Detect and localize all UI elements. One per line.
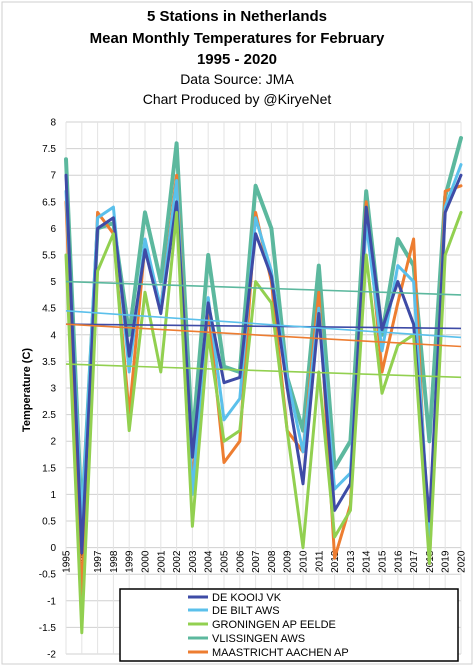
x-tick-label: 2011 bbox=[314, 550, 325, 572]
x-tick-label: 2005 bbox=[220, 550, 231, 573]
chart-subtitle-producer: Chart Produced by @KiryeNet bbox=[143, 91, 332, 107]
y-tick-label: 4 bbox=[50, 330, 56, 341]
x-tick-label: 2009 bbox=[283, 550, 294, 573]
x-tick-label: 2008 bbox=[267, 550, 278, 573]
legend-label-groningen: GRONINGEN AP EELDE bbox=[212, 619, 336, 631]
chart-title-line-2: Mean Monthly Temperatures for February bbox=[90, 30, 385, 47]
y-tick-label: 6 bbox=[50, 224, 56, 235]
legend-label-de-kooij: DE KOOIJ VK bbox=[212, 592, 282, 604]
series-layer bbox=[64, 136, 463, 635]
trendline bbox=[65, 323, 462, 348]
x-tick-label: 2013 bbox=[346, 550, 357, 573]
x-tick-label: 2006 bbox=[235, 550, 246, 573]
legend-label-de-bilt: DE BILT AWS bbox=[212, 605, 280, 617]
y-tick-label: 6.5 bbox=[42, 197, 56, 208]
y-axis-label: Temperature (C) bbox=[21, 348, 33, 432]
series-line-de-kooij-vk bbox=[64, 173, 463, 555]
x-tick-label: 2007 bbox=[251, 550, 262, 573]
y-tick-label: 3 bbox=[50, 384, 56, 395]
y-tick-label: -1 bbox=[47, 596, 56, 607]
x-tick-label: 1999 bbox=[125, 550, 136, 573]
x-tick-label: 2017 bbox=[409, 550, 420, 573]
legend-box bbox=[119, 588, 459, 662]
y-tick-label: 1.5 bbox=[42, 463, 56, 474]
x-tick-label: 1998 bbox=[109, 550, 120, 573]
x-tick-label: 2020 bbox=[457, 550, 468, 573]
x-tick-label: 1995 bbox=[62, 550, 73, 573]
y-tick-label: 3.5 bbox=[42, 357, 56, 368]
legend: DE KOOIJ VK DE BILT AWS GRONINGEN AP EEL… bbox=[119, 588, 459, 662]
x-tick-label: 2015 bbox=[378, 550, 389, 573]
y-tick-label: 2.5 bbox=[42, 410, 56, 421]
y-tick-label: 8 bbox=[50, 118, 56, 129]
x-tick-label: 2016 bbox=[393, 550, 404, 573]
series-line-de-bilt-aws bbox=[64, 163, 463, 539]
y-tick-label: 0.5 bbox=[42, 517, 56, 528]
y-tick-label: -2 bbox=[47, 650, 56, 661]
y-tick-label: 2 bbox=[50, 437, 56, 448]
legend-label-vlissingen: VLISSINGEN AWS bbox=[212, 633, 305, 645]
y-tick-label: -1.5 bbox=[39, 623, 57, 634]
x-tick-label: 2019 bbox=[441, 550, 452, 573]
y-tick-label: 5.5 bbox=[42, 251, 56, 262]
x-tick-label: 2004 bbox=[204, 550, 215, 573]
y-tick-label: 7.5 bbox=[42, 144, 56, 155]
x-tick-label: 2001 bbox=[156, 550, 167, 573]
y-tick-labels: -2 -1.5 -1 -0.5 0 0.5 1 1.5 2 2.5 3 3.5 4 4.5 5 5.5 6 6.5… bbox=[39, 118, 57, 661]
y-tick-label: 5 bbox=[50, 277, 56, 288]
x-tick-labels: 1995 1996 1997 1998 1999 2000 2001 2002 2003 2004… bbox=[62, 550, 468, 573]
x-tick-label: 2012 bbox=[330, 550, 341, 573]
x-tick-label: 1997 bbox=[93, 550, 104, 573]
y-tick-label: 0 bbox=[50, 543, 56, 554]
series-line-groningen-ap-eelde bbox=[64, 210, 463, 635]
trendline bbox=[65, 310, 462, 339]
trendline bbox=[65, 323, 462, 330]
trendline bbox=[65, 363, 462, 379]
chart-title-line-3: 1995 - 2020 bbox=[197, 51, 277, 68]
y-tick-label: 1 bbox=[50, 490, 56, 501]
y-tick-label: 4.5 bbox=[42, 304, 56, 315]
x-tick-label: 2003 bbox=[188, 550, 199, 573]
y-tick-label: 7 bbox=[50, 171, 56, 182]
x-tick-label: 2002 bbox=[172, 550, 183, 573]
y-tick-label: -0.5 bbox=[39, 570, 57, 581]
x-tick-label: 2010 bbox=[299, 550, 310, 573]
x-tick-label: 2014 bbox=[362, 550, 373, 573]
series-line-vlissingen-aws bbox=[64, 136, 463, 523]
x-tick-label: 2000 bbox=[141, 550, 152, 573]
chart-title-line-1: 5 Stations in Netherlands bbox=[147, 8, 327, 25]
trendline-layer bbox=[65, 280, 462, 379]
trendline bbox=[65, 280, 462, 296]
chart-subtitle-source: Data Source: JMA bbox=[180, 71, 294, 87]
legend-label-maastricht: MAASTRICHT AACHEN AP bbox=[212, 647, 349, 659]
